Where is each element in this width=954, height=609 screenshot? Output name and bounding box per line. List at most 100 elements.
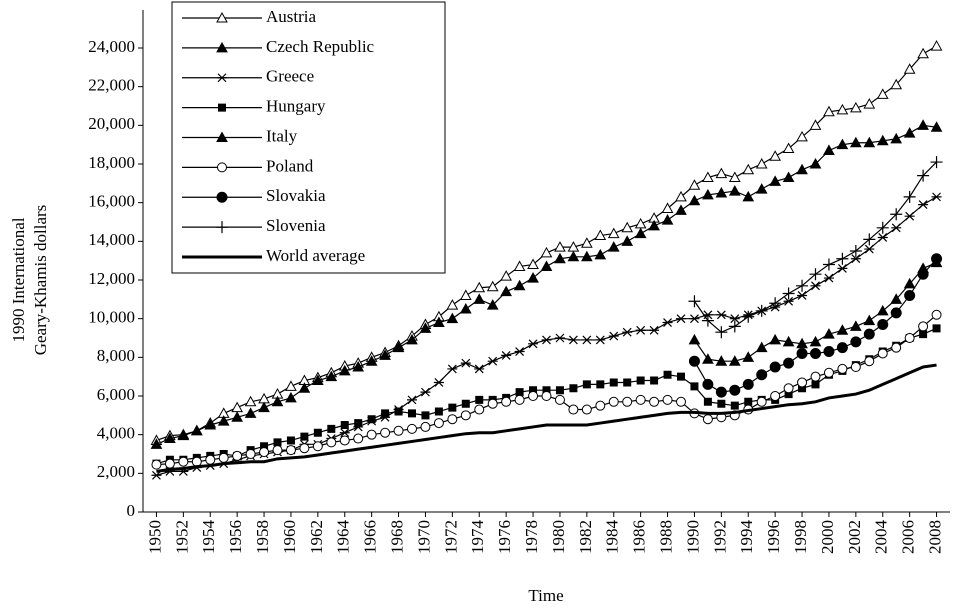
marker (918, 321, 929, 332)
marker (715, 326, 728, 339)
marker (903, 127, 916, 138)
x-tick-label: 1952 (172, 520, 191, 554)
marker (204, 418, 217, 430)
y-tick-label: 0 (127, 501, 136, 520)
marker (688, 194, 701, 206)
marker (501, 350, 512, 360)
marker (702, 353, 714, 364)
marker (622, 396, 633, 407)
marker (729, 314, 740, 324)
x-tick-label: 1960 (280, 520, 299, 554)
marker (594, 248, 607, 260)
x-tick-label: 1984 (603, 520, 622, 555)
marker (770, 391, 781, 401)
marker (850, 320, 862, 331)
marker (769, 150, 781, 161)
marker (919, 330, 928, 339)
legend-marker (217, 73, 227, 83)
marker (515, 388, 524, 397)
marker (661, 214, 674, 225)
marker (796, 348, 808, 359)
marker (688, 333, 701, 345)
marker (420, 387, 431, 397)
marker (433, 316, 445, 328)
legend-marker (216, 11, 228, 23)
marker (408, 409, 416, 418)
y-tick-label: 12,000 (88, 269, 135, 288)
marker (796, 279, 809, 292)
marker (312, 374, 324, 386)
marker (339, 428, 350, 438)
marker (541, 391, 552, 401)
marker (876, 88, 889, 99)
marker (782, 335, 795, 347)
marker (863, 233, 876, 246)
marker (500, 285, 512, 297)
marker (380, 427, 391, 438)
marker (554, 252, 566, 264)
marker (648, 219, 660, 231)
marker (298, 382, 311, 393)
legend-label: Greece (266, 67, 314, 86)
marker (728, 185, 741, 196)
marker (622, 327, 633, 337)
x-axis-label: Time (528, 586, 563, 605)
marker (744, 397, 753, 406)
marker (690, 382, 699, 391)
y-tick-label: 8,000 (97, 346, 135, 365)
marker (917, 268, 929, 280)
marker (461, 399, 470, 408)
marker (178, 456, 189, 467)
marker (339, 435, 350, 446)
marker (285, 445, 296, 456)
marker (568, 404, 579, 415)
marker (890, 78, 903, 90)
marker (890, 293, 903, 304)
marker (568, 335, 579, 345)
marker (783, 296, 794, 306)
marker (903, 277, 916, 289)
marker (474, 364, 485, 374)
marker (313, 428, 322, 437)
marker (742, 378, 754, 390)
marker (932, 324, 941, 333)
marker (567, 250, 580, 262)
marker (528, 391, 539, 401)
marker (191, 456, 202, 467)
marker (675, 190, 687, 202)
marker (636, 376, 645, 385)
marker (649, 325, 660, 335)
marker (742, 310, 755, 323)
marker (918, 200, 929, 210)
legend-label: Poland (266, 156, 314, 175)
legend-label: Austria (266, 7, 317, 26)
marker (676, 314, 686, 324)
marker (823, 367, 834, 378)
marker (688, 355, 700, 367)
marker (621, 221, 634, 233)
marker (433, 418, 444, 429)
marker (554, 394, 565, 405)
marker (607, 241, 620, 252)
marker (218, 452, 229, 463)
marker (259, 447, 270, 458)
marker (890, 132, 903, 144)
marker (271, 395, 284, 407)
marker (581, 335, 592, 345)
marker (755, 304, 768, 317)
marker (582, 380, 591, 389)
marker (769, 361, 781, 373)
x-tick-label: 1956 (226, 520, 245, 554)
marker (325, 370, 338, 382)
marker (327, 424, 336, 433)
marker (609, 378, 618, 387)
marker (931, 309, 942, 320)
marker (594, 229, 607, 241)
marker (434, 407, 443, 416)
marker (904, 333, 915, 343)
marker (407, 395, 417, 405)
marker (715, 186, 728, 198)
y-tick-label: 4,000 (97, 424, 135, 443)
marker (675, 396, 687, 407)
